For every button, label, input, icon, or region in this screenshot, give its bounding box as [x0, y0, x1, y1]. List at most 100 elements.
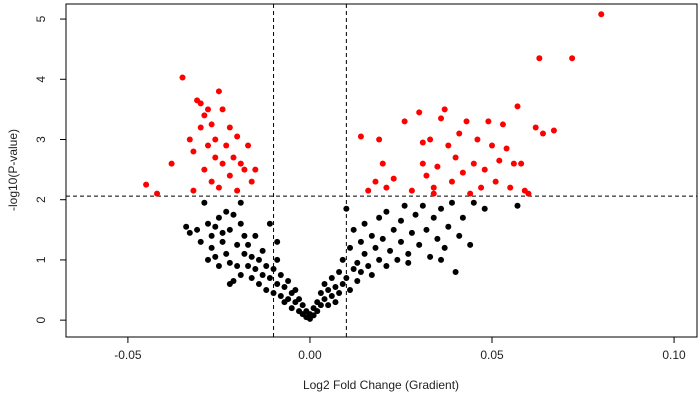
point — [168, 160, 175, 167]
point — [241, 250, 248, 257]
point — [259, 271, 266, 278]
point — [510, 160, 517, 167]
point — [445, 142, 452, 149]
point — [248, 253, 255, 260]
point — [285, 277, 292, 284]
plot-frame — [65, 3, 698, 338]
point — [317, 290, 324, 297]
point — [230, 211, 237, 218]
point — [208, 244, 215, 251]
point — [226, 124, 233, 131]
point — [223, 250, 230, 257]
point — [215, 184, 222, 191]
point — [234, 241, 241, 248]
point — [514, 202, 521, 209]
point — [197, 124, 204, 131]
point — [277, 271, 284, 278]
y-axis-title: -log10(P-value) — [6, 129, 20, 211]
point — [532, 124, 539, 131]
point — [263, 287, 270, 294]
point — [401, 202, 408, 209]
point — [252, 166, 259, 173]
point — [321, 296, 328, 303]
point — [423, 226, 430, 233]
point — [194, 226, 201, 233]
point — [179, 74, 186, 81]
point — [368, 271, 375, 278]
point — [368, 232, 375, 239]
point — [332, 284, 339, 291]
point — [186, 136, 193, 143]
point — [252, 232, 259, 239]
y-tick-label: 0 — [34, 316, 48, 323]
point — [507, 184, 514, 191]
point — [208, 232, 215, 239]
point — [219, 160, 226, 167]
point — [379, 160, 386, 167]
point — [456, 130, 463, 137]
point — [448, 199, 455, 206]
point — [438, 205, 445, 212]
point — [255, 256, 262, 263]
point — [343, 205, 350, 212]
point — [255, 281, 262, 288]
point — [234, 187, 241, 194]
point — [390, 175, 397, 182]
point — [328, 274, 335, 281]
y-tick-label: 2 — [34, 196, 48, 203]
point — [336, 268, 343, 275]
point — [245, 262, 252, 269]
point — [408, 229, 415, 236]
point — [336, 290, 343, 297]
point — [201, 112, 208, 119]
point — [463, 118, 470, 125]
point — [550, 127, 557, 134]
point — [357, 238, 364, 245]
point — [452, 268, 459, 275]
x-tick-label: 0.05 — [480, 348, 504, 362]
point — [470, 160, 477, 167]
point — [438, 115, 445, 122]
point — [536, 55, 543, 62]
y-tick-label: 3 — [34, 136, 48, 143]
point — [514, 103, 521, 110]
point — [190, 148, 197, 155]
point — [354, 259, 361, 266]
point — [205, 106, 212, 113]
point — [419, 202, 426, 209]
point — [143, 181, 150, 188]
x-axis-title: Log2 Fold Change (Gradient) — [303, 378, 459, 392]
point — [215, 88, 222, 95]
point — [598, 11, 605, 18]
point — [234, 133, 241, 140]
point — [332, 299, 339, 306]
point — [237, 271, 244, 278]
point — [241, 166, 248, 173]
point — [503, 145, 510, 152]
point — [215, 214, 222, 221]
point — [219, 238, 226, 245]
point — [361, 220, 368, 227]
point — [354, 277, 361, 284]
point — [197, 100, 204, 107]
point — [394, 256, 401, 263]
point — [441, 106, 448, 113]
point — [321, 281, 328, 288]
point — [226, 259, 233, 266]
point — [215, 262, 222, 269]
point — [343, 274, 350, 281]
point — [339, 281, 346, 288]
point — [357, 268, 364, 275]
point — [412, 211, 419, 218]
point — [372, 178, 379, 185]
point — [259, 247, 266, 254]
point — [212, 223, 219, 230]
point — [208, 178, 215, 185]
point — [430, 190, 437, 197]
point — [219, 229, 226, 236]
point — [481, 205, 488, 212]
point — [263, 262, 270, 269]
point — [405, 259, 412, 266]
point — [357, 133, 364, 140]
